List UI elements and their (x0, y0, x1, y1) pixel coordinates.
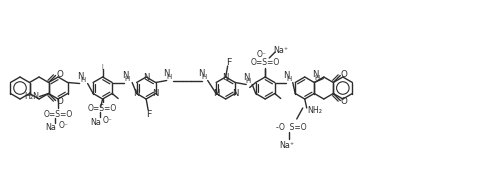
Text: H: H (125, 75, 130, 82)
Text: O: O (341, 70, 348, 79)
Text: NH₂: NH₂ (307, 105, 322, 114)
Text: H: H (246, 78, 251, 83)
Text: H: H (286, 75, 291, 82)
Text: H: H (80, 77, 85, 83)
Text: F: F (146, 109, 152, 118)
Text: H: H (166, 74, 171, 79)
Text: N: N (122, 71, 128, 80)
Text: N: N (134, 89, 140, 98)
Text: N: N (243, 73, 249, 82)
Text: |: | (102, 63, 104, 69)
Text: N: N (199, 69, 205, 78)
Text: -O  S=O: -O S=O (277, 122, 307, 131)
Text: N: N (213, 89, 219, 98)
Text: O=S=O: O=S=O (88, 104, 117, 112)
Text: N: N (77, 72, 84, 81)
Text: N: N (283, 71, 290, 80)
Text: Na: Na (46, 124, 57, 133)
Text: O=S=O: O=S=O (250, 57, 280, 66)
Text: O: O (56, 70, 63, 79)
Text: O: O (341, 97, 348, 106)
Text: H: H (315, 74, 320, 80)
Text: O⁻: O⁻ (103, 116, 112, 125)
Text: O⁻: O⁻ (58, 121, 68, 130)
Text: H: H (201, 74, 206, 79)
Text: O⁻: O⁻ (256, 49, 266, 58)
Text: N: N (222, 73, 229, 82)
Text: F: F (226, 57, 231, 66)
Text: Na⁺: Na⁺ (279, 141, 294, 150)
Text: H₂N: H₂N (24, 92, 39, 101)
Text: O=S=O: O=S=O (43, 109, 73, 118)
Text: Na: Na (90, 117, 101, 126)
Text: N: N (143, 73, 149, 82)
Text: N: N (152, 89, 159, 98)
Text: N: N (232, 89, 239, 98)
Text: O: O (56, 97, 63, 106)
Text: N: N (312, 70, 318, 79)
Text: Na⁺: Na⁺ (274, 45, 289, 54)
Text: N: N (164, 69, 170, 78)
